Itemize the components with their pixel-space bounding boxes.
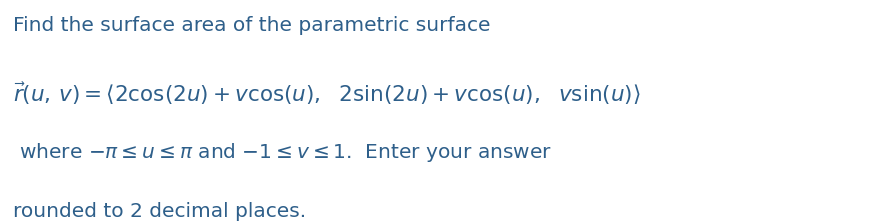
Text: $\vec{r}(u,\, v) = \langle 2\cos(2u) + v\cos(u),\ \ 2\sin(2u) + v\cos(u),\ \ v\s: $\vec{r}(u,\, v) = \langle 2\cos(2u) + v… <box>13 81 641 107</box>
Text: Find the surface area of the parametric surface: Find the surface area of the parametric … <box>13 16 491 35</box>
Text: where $-\pi \leq u \leq \pi$ and $-1 \leq v \leq 1$.  Enter your answer: where $-\pi \leq u \leq \pi$ and $-1 \le… <box>13 141 552 164</box>
Text: rounded to 2 decimal places.: rounded to 2 decimal places. <box>13 202 306 221</box>
